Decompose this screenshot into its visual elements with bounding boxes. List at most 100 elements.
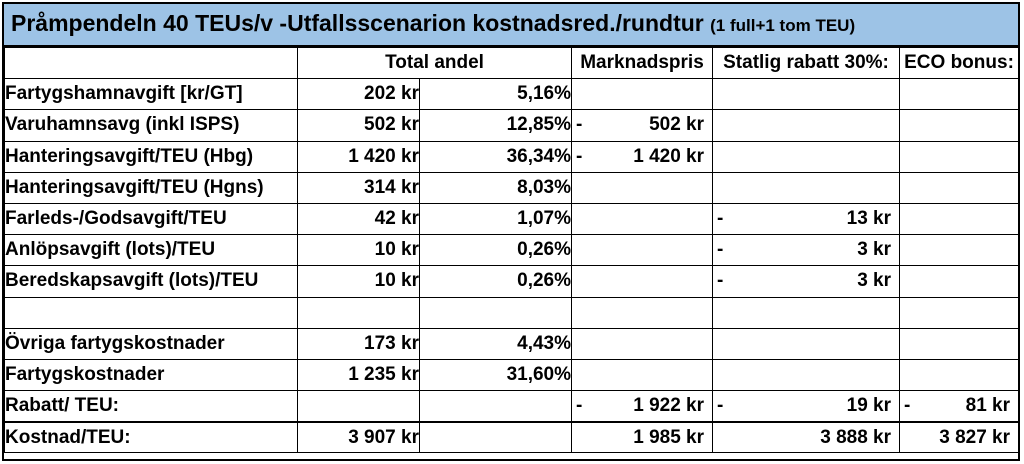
eco-bonus-cell [899, 109, 1020, 142]
share-cell: 1,07% [418, 202, 573, 236]
amount-cell: 42 kr [297, 202, 420, 236]
share-cell: 36,34% [418, 140, 573, 173]
eco-bonus-cell: 3 827 kr [899, 420, 1020, 454]
share-cell [418, 296, 573, 329]
table-row: Hanteringsavgift/TEU (Hbg) 1 420 kr 36,34%… [4, 140, 1020, 173]
share-cell: 31,60% [418, 358, 573, 392]
state-discount-cell [712, 140, 901, 173]
row-label: Anlöpsavgift (lots)/TEU [4, 234, 298, 267]
share-cell [418, 420, 573, 454]
header-empty-cell [4, 46, 298, 80]
amount-cell: 1 235 kr [297, 358, 420, 392]
table-row: Övriga fartygskostnader 173 kr 4,43% [4, 327, 1020, 360]
eco-bonus-cell-value: 81 kr [965, 394, 1011, 416]
market-price-cell: - 502 kr [571, 109, 714, 142]
dash-marker: - [576, 145, 583, 167]
market-price-cell [571, 171, 714, 204]
market-price-cell [571, 265, 714, 298]
amount-cell: 314 kr [297, 171, 420, 204]
state-discount-cell [712, 171, 901, 204]
market-price-cell: - 1 922 kr [571, 390, 714, 423]
dash-marker: - [904, 394, 911, 416]
market-price-cell-value: 1 985 kr [633, 426, 705, 448]
share-cell: 4,43% [418, 327, 573, 360]
amount-cell [297, 296, 420, 329]
header-statlig-rabatt: Statlig rabatt 30%: [712, 46, 901, 80]
table-title-main: Pråmpendeln 40 TEUs/v -Utfallsscenarion … [11, 10, 704, 36]
table-title: Pråmpendeln 40 TEUs/v -Utfallsscenarion … [11, 10, 855, 37]
table-row: Hanteringsavgift/TEU (Hgns) 314 kr 8,03% [4, 171, 1020, 204]
row-label: Fartygskostnader [4, 358, 298, 392]
dash-marker: - [717, 270, 724, 292]
header-eco-bonus: ECO bonus: [899, 46, 1020, 80]
share-cell: 8,03% [418, 171, 573, 204]
eco-bonus-cell: - 81 kr [899, 390, 1020, 423]
table-row: Rabatt/ TEU: -1 922 kr -19 kr -81 kr [4, 390, 1020, 423]
dash-marker: - [717, 239, 724, 261]
state-discount-cell-value: 3 kr [857, 270, 892, 292]
eco-bonus-cell [899, 140, 1020, 173]
state-discount-cell [712, 358, 901, 392]
amount-cell [297, 390, 420, 423]
market-price-cell [571, 358, 714, 392]
amount-cell: 502 kr [297, 109, 420, 142]
table-row: Anlöpsavgift (lots)/TEU 10 kr 0,26% - 3 kr [4, 234, 1020, 267]
market-price-cell-value: 502 kr [649, 114, 705, 136]
eco-bonus-cell [899, 296, 1020, 329]
market-price-cell: - 1 420 kr [571, 140, 714, 173]
share-cell: 5,16% [418, 78, 573, 111]
dash-marker: - [717, 208, 724, 230]
header-row: Total andel Marknadspris Statlig rabatt … [4, 46, 1020, 80]
market-price-cell [571, 327, 714, 360]
eco-bonus-cell [899, 358, 1020, 392]
eco-bonus-cell [899, 78, 1020, 111]
table-row [4, 296, 1020, 329]
table-row: Varuhamnsavg (inkl ISPS) 502 kr 12,85% -502… [4, 109, 1020, 142]
table-row: Fartygskostnader 1 235 kr 31,60% [4, 358, 1020, 392]
eco-bonus-cell [899, 234, 1020, 267]
row-label: Farleds-/Godsavgift/TEU [4, 202, 298, 236]
state-discount-cell [712, 109, 901, 142]
state-discount-cell: - 3 kr [712, 265, 901, 298]
amount-cell: 3 907 kr [297, 420, 420, 454]
amount-cell: 202 kr [297, 78, 420, 111]
eco-bonus-cell-value: 3 827 kr [939, 426, 1011, 448]
market-price-cell: 1 985 kr [571, 420, 714, 454]
state-discount-cell: - 19 kr [712, 390, 901, 423]
state-discount-cell [712, 327, 901, 360]
row-label: Hanteringsavgift/TEU (Hgns) [4, 171, 298, 204]
state-discount-cell-value: 3 888 kr [820, 426, 892, 448]
share-cell: 0,26% [418, 265, 573, 298]
state-discount-cell-value: 13 kr [846, 208, 892, 230]
row-label: Beredskapsavgift (lots)/TEU [4, 265, 298, 298]
share-cell: 12,85% [418, 109, 573, 142]
state-discount-cell-value: 19 kr [846, 394, 892, 416]
row-label: Övriga fartygskostnader [4, 327, 298, 360]
row-label: Varuhamnsavg (inkl ISPS) [4, 109, 298, 142]
eco-bonus-cell [899, 202, 1020, 236]
row-label: Fartygshamnavgift [kr/GT] [4, 78, 298, 111]
state-discount-cell: 3 888 kr [712, 420, 901, 454]
eco-bonus-cell [899, 327, 1020, 360]
state-discount-cell [712, 296, 901, 329]
market-price-cell-value: 1 922 kr [633, 394, 705, 416]
amount-cell: 10 kr [297, 265, 420, 298]
table-row: Farleds-/Godsavgift/TEU 42 kr 1,07% - 13 kr [4, 202, 1020, 236]
table-row: Kostnad/TEU: 3 907 kr 1 985 kr 3 888 kr 3 82… [4, 420, 1020, 454]
header-total-andel: Total andel [296, 46, 573, 80]
market-price-cell [571, 78, 714, 111]
market-price-cell-value: 1 420 kr [633, 145, 705, 167]
market-price-cell [571, 234, 714, 267]
dash-marker: - [717, 394, 724, 416]
dash-marker: - [576, 394, 583, 416]
table-title-sub: (1 full+1 tom TEU) [710, 16, 856, 35]
cost-table: Total andel Marknadspris Statlig rabatt … [4, 46, 1020, 454]
state-discount-cell: - 13 kr [712, 202, 901, 236]
table-row: Beredskapsavgift (lots)/TEU 10 kr 0,26% - 3 … [4, 265, 1020, 298]
row-label: Rabatt/ TEU: [4, 390, 298, 423]
dash-marker: - [576, 114, 583, 136]
market-price-cell [571, 202, 714, 236]
row-label: Kostnad/TEU: [4, 420, 298, 454]
table-row: Fartygshamnavgift [kr/GT] 202 kr 5,16% [4, 78, 1020, 111]
